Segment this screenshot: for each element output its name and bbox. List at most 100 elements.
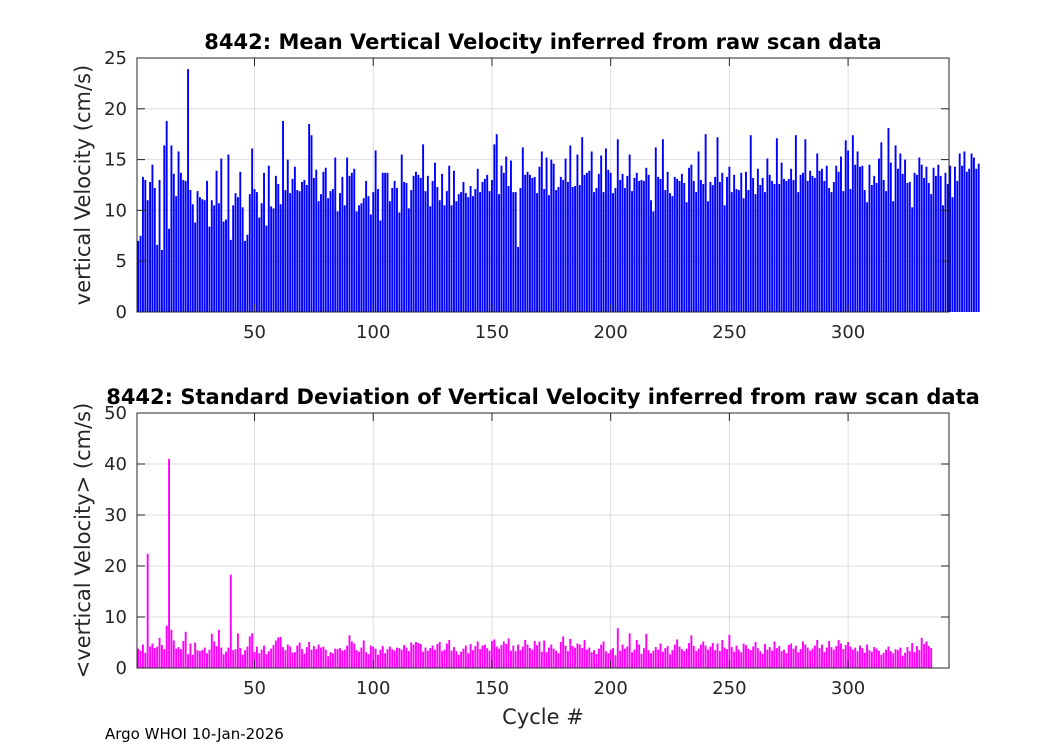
bar [942, 205, 945, 312]
bar [911, 207, 914, 312]
bar [410, 642, 413, 668]
bar [191, 654, 194, 668]
bar [329, 191, 332, 312]
bar [168, 458, 170, 668]
x-tick-label: 200 [593, 322, 627, 343]
bar [659, 643, 662, 668]
bar [590, 652, 593, 668]
bar [678, 646, 681, 668]
bar [239, 171, 242, 312]
bar [571, 646, 574, 668]
y-tick-label: 15 [104, 150, 127, 171]
bar [137, 648, 140, 668]
bar [695, 192, 698, 312]
bar [263, 172, 265, 312]
bar [870, 185, 873, 312]
bar [631, 652, 633, 668]
bar [369, 214, 372, 312]
y-axis-label: <vertical Velocity> (cm/s) [71, 403, 95, 679]
bar [358, 651, 360, 668]
bar [163, 145, 166, 312]
bar [203, 200, 206, 312]
bar [602, 192, 605, 312]
bar [320, 647, 322, 668]
bar [346, 157, 349, 312]
bar [550, 159, 553, 312]
bar [664, 648, 667, 668]
bar [263, 645, 265, 668]
bar [847, 641, 850, 668]
bar [882, 652, 885, 668]
bar [493, 639, 496, 668]
bar [804, 139, 807, 312]
bar [336, 211, 339, 312]
bar [355, 211, 358, 312]
bar [360, 203, 363, 312]
bar [229, 239, 232, 312]
bar [569, 638, 572, 668]
bar [533, 640, 536, 668]
bar [327, 656, 330, 668]
bar [585, 172, 588, 312]
bar [301, 649, 303, 668]
bar [412, 644, 415, 668]
bar [377, 189, 379, 312]
bar [491, 640, 493, 668]
bar [612, 193, 614, 312]
bar [386, 172, 389, 312]
bar [545, 652, 548, 668]
bar [510, 650, 512, 668]
bar [821, 168, 823, 312]
bar [953, 166, 956, 312]
bar [726, 176, 728, 312]
bar [141, 644, 144, 668]
bar [189, 190, 192, 312]
bar [730, 647, 733, 668]
bar [291, 178, 294, 312]
bar [519, 650, 522, 668]
bar [514, 192, 517, 312]
bar [847, 150, 850, 312]
bar [393, 180, 396, 312]
bar [766, 649, 769, 668]
bar [600, 644, 603, 668]
bar [547, 195, 550, 312]
bar [521, 646, 524, 668]
bar [735, 645, 738, 668]
bar [410, 190, 413, 312]
x-tick-label: 150 [475, 322, 509, 343]
bar [614, 188, 617, 312]
bar [184, 180, 187, 312]
bar [258, 653, 261, 668]
bar [709, 646, 712, 668]
bar [305, 185, 308, 312]
bar [139, 235, 142, 312]
bar [324, 167, 327, 312]
bar [728, 634, 731, 668]
y-tick-label: 30 [104, 505, 127, 526]
bar [783, 178, 785, 312]
bar [374, 648, 377, 668]
bar [880, 142, 883, 312]
bar [386, 649, 389, 668]
bar [512, 192, 515, 312]
bar [374, 150, 377, 312]
bar [552, 163, 555, 312]
bar [531, 649, 534, 668]
bar [823, 180, 826, 312]
bar [621, 173, 624, 312]
bar [635, 172, 638, 312]
bar [958, 153, 961, 312]
bar [837, 639, 840, 668]
bar [505, 644, 508, 668]
bar [685, 648, 688, 668]
bar [234, 193, 237, 312]
bar [398, 648, 401, 668]
bar [246, 234, 249, 312]
bar [868, 650, 871, 668]
bar [210, 633, 213, 668]
bar [550, 644, 553, 668]
bar [669, 193, 671, 312]
bar [673, 644, 676, 668]
bar [569, 145, 572, 312]
